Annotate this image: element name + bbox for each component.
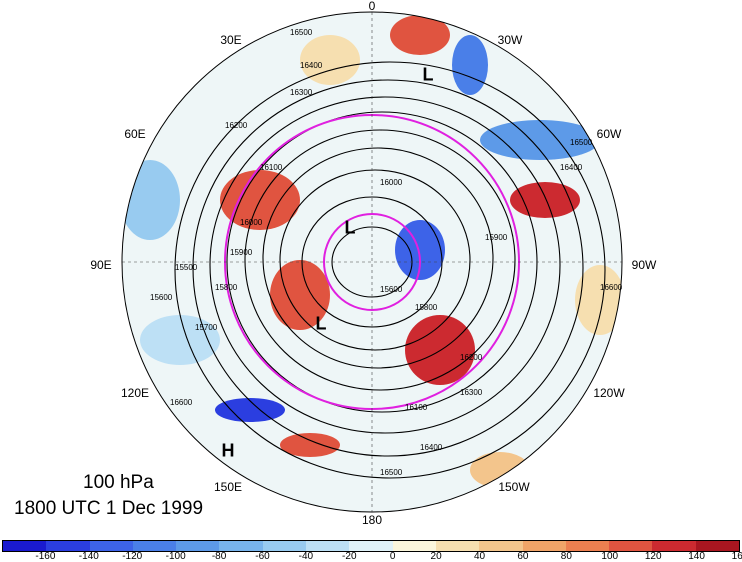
colorbar-swatch xyxy=(565,541,610,551)
colorbar-tick-label: -100 xyxy=(165,551,186,562)
lon-label-30w: 30W xyxy=(497,33,523,47)
contour-label: 15900 xyxy=(485,233,508,242)
colorbar-swatch xyxy=(46,541,90,551)
map-boundary xyxy=(121,11,623,513)
anomaly-shading xyxy=(122,15,622,488)
contour-label: 16500 xyxy=(290,28,313,37)
contour-label: 16400 xyxy=(420,443,443,452)
contour-label: 15900 xyxy=(230,248,253,257)
colorbar-tick-label: -60 xyxy=(255,551,270,562)
colorbar-tick-label: 60 xyxy=(517,551,529,562)
colorbar-tick-label: 0 xyxy=(389,551,396,562)
colorbar-swatch xyxy=(435,541,480,551)
lon-label-60w: 60W xyxy=(596,127,622,141)
low-center-atlantic: L xyxy=(422,64,434,85)
contour-label: 15500 xyxy=(175,263,198,272)
colorbar-tick-label: 120 xyxy=(644,551,662,562)
colorbar-tick-label: 100 xyxy=(601,551,619,562)
colorbar-tick-label: -40 xyxy=(298,551,314,562)
colorbar-tick-label: -160 xyxy=(35,551,56,562)
lon-label-120w: 120W xyxy=(593,386,625,400)
contour-label: 15700 xyxy=(195,323,218,332)
low-center-siberia: L xyxy=(315,313,327,334)
lon-label-0: 0 xyxy=(368,0,376,13)
colorbar-swatch xyxy=(3,541,47,551)
contour-label: 15800 xyxy=(415,303,438,312)
lon-label-180: 180 xyxy=(361,513,383,527)
colorbar-swatch xyxy=(306,541,350,551)
contour-label: 16100 xyxy=(405,403,428,412)
contour-label: 16400 xyxy=(560,163,583,172)
colorbar xyxy=(2,540,740,552)
lon-label-120e: 120E xyxy=(120,386,150,400)
contour-label: 15600 xyxy=(150,293,173,302)
colorbar-swatch xyxy=(652,541,696,551)
contour-label: 16000 xyxy=(240,218,263,227)
contour-label: 16200 xyxy=(225,121,248,130)
contour-label: 16500 xyxy=(380,468,403,477)
colorbar-tick-label: 140 xyxy=(688,551,705,562)
colorbar-swatch xyxy=(695,541,740,551)
lon-label-90w: 90W xyxy=(631,258,657,272)
lon-label-150e: 150E xyxy=(213,480,243,494)
high-center-pacific: H xyxy=(221,440,235,461)
colorbar-swatch xyxy=(392,541,436,551)
contour-label: 16300 xyxy=(290,88,313,97)
contour-label: 16500 xyxy=(570,138,593,147)
colorbar-swatch xyxy=(219,541,263,551)
lon-label-90e: 90E xyxy=(90,258,112,272)
contour-label: 16200 xyxy=(460,353,483,362)
colorbar-swatch xyxy=(132,541,177,551)
contour-label: 15600 xyxy=(380,285,403,294)
low-center-polar: L xyxy=(344,217,356,238)
contour-label: 15800 xyxy=(215,283,238,292)
colorbar-tick-label: 80 xyxy=(560,551,572,562)
colorbar-swatch xyxy=(522,541,566,551)
colorbar-swatch xyxy=(262,541,307,551)
colorbar-tick-label: -140 xyxy=(78,551,99,562)
colorbar-swatch xyxy=(176,541,220,551)
colorbar-tick-label: -20 xyxy=(342,551,357,562)
colorbar-tick-label: 160 xyxy=(731,551,742,562)
valid-time-label: 1800 UTC 1 Dec 1999 xyxy=(14,498,204,519)
contour-label: 16600 xyxy=(600,283,623,292)
colorbar-swatch xyxy=(89,541,133,551)
colorbar-swatch xyxy=(349,541,393,551)
contour-label: 16300 xyxy=(460,388,483,397)
colorbar-tick-label: 40 xyxy=(473,551,486,562)
colorbar-tick-label: -120 xyxy=(122,551,143,562)
contour-label: 16600 xyxy=(170,398,193,407)
contour-label: 16400 xyxy=(300,61,323,70)
contour-label: 16000 xyxy=(380,178,403,187)
lon-label-60e: 60E xyxy=(124,127,146,141)
colorbar-tick-label: 20 xyxy=(430,551,442,562)
graticule xyxy=(122,12,622,512)
contour-label: 16100 xyxy=(260,163,283,172)
lon-label-150w: 150W xyxy=(498,480,530,494)
colorbar-swatch xyxy=(609,541,653,551)
colorbar-swatch xyxy=(479,541,523,551)
level-label: 100 hPa xyxy=(83,472,154,493)
lon-label-30e: 30E xyxy=(220,33,242,47)
colorbar-tick-label: -80 xyxy=(211,551,227,562)
